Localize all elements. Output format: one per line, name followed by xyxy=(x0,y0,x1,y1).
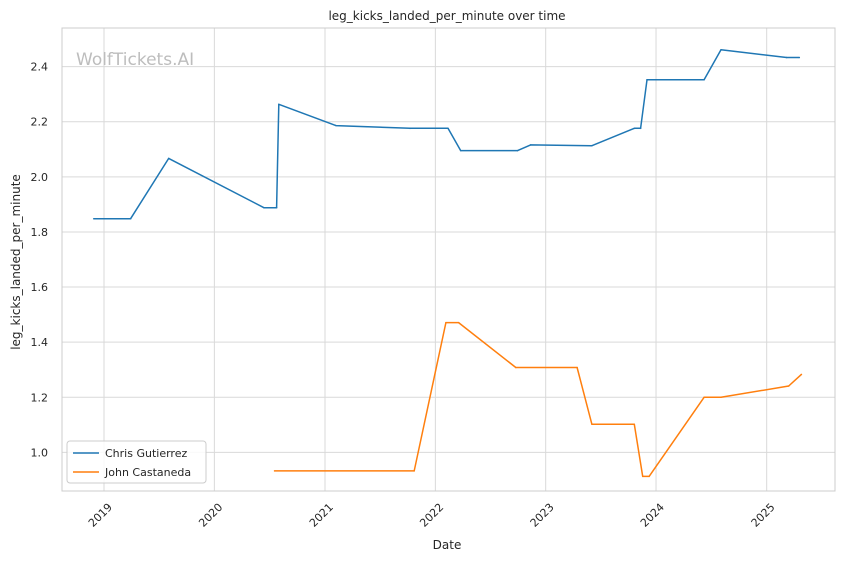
series-line-0 xyxy=(93,49,800,220)
data-point xyxy=(129,217,132,220)
data-point xyxy=(263,206,265,209)
grid xyxy=(62,28,835,491)
data-point xyxy=(648,475,650,478)
y-tick-label: 1.0 xyxy=(31,446,49,459)
series-line-1 xyxy=(274,321,802,478)
data-point xyxy=(576,366,578,369)
data-point xyxy=(167,157,170,160)
data-point xyxy=(459,149,462,152)
plot-frame xyxy=(61,27,836,492)
data-point xyxy=(457,321,460,324)
data-point xyxy=(529,144,532,146)
data-point xyxy=(798,56,801,59)
y-tick-label: 1.2 xyxy=(31,391,49,404)
y-tick-label: 1.6 xyxy=(31,281,49,294)
data-point xyxy=(447,127,449,130)
data-point xyxy=(409,127,411,130)
series-layer xyxy=(92,49,803,478)
watermark: WolfTickets.AI xyxy=(76,50,194,70)
chart-title: leg_kicks_landed_per_minute over time xyxy=(328,9,565,23)
data-point xyxy=(516,149,519,152)
data-point xyxy=(445,321,447,324)
data-point xyxy=(273,470,276,472)
data-point xyxy=(633,423,636,426)
data-point xyxy=(720,49,722,51)
legend: Chris Gutierrez John Castaneda xyxy=(66,440,207,484)
data-point xyxy=(92,217,95,220)
data-point xyxy=(335,124,337,127)
data-point xyxy=(703,79,705,81)
data-point xyxy=(703,396,705,399)
y-tick-label: 2.2 xyxy=(31,116,49,129)
data-point xyxy=(787,385,790,387)
data-point xyxy=(591,144,593,147)
y-tick-label: 2.4 xyxy=(31,61,49,74)
y-tick-label: 1.8 xyxy=(31,226,49,239)
x-axis-label: Date xyxy=(433,538,462,552)
data-point xyxy=(515,366,517,369)
y-axis-label: leg_kicks_landed_per_minute xyxy=(9,174,23,350)
data-point xyxy=(591,423,593,426)
data-point xyxy=(278,103,280,106)
data-point xyxy=(720,396,722,399)
y-tick-label: 2.0 xyxy=(31,171,49,184)
legend-label: Chris Gutierrez xyxy=(105,447,187,460)
data-point xyxy=(646,79,648,81)
data-point xyxy=(800,373,803,376)
data-point xyxy=(275,206,278,209)
y-tick-label: 1.4 xyxy=(31,336,49,349)
data-point xyxy=(413,470,415,472)
legend-label: John Castaneda xyxy=(104,466,191,479)
legend-box xyxy=(66,440,207,484)
data-point xyxy=(785,56,788,59)
data-point xyxy=(639,127,642,130)
data-point xyxy=(641,475,644,478)
data-point xyxy=(633,127,636,130)
